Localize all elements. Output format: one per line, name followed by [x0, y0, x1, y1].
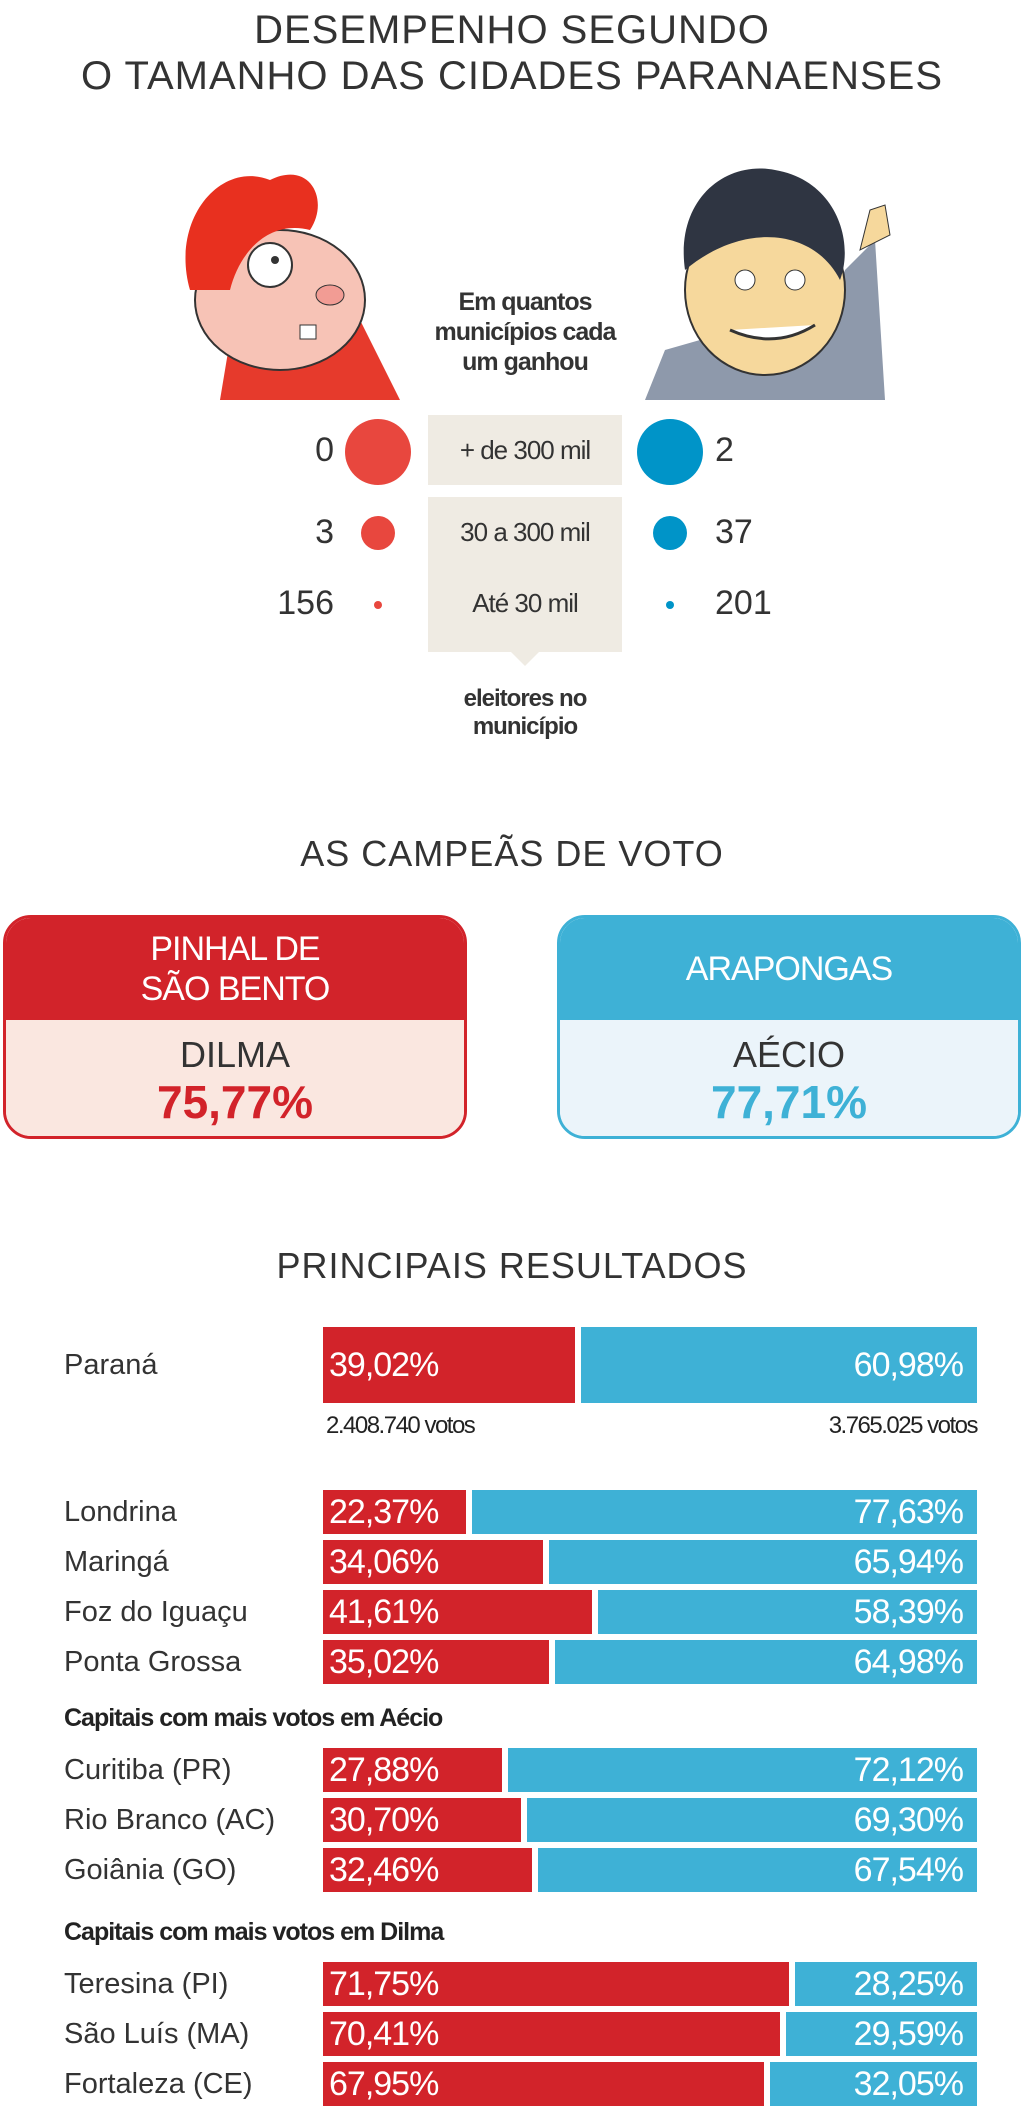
row-label: Maringá: [64, 1546, 169, 1578]
aecio-bar: 77,63%: [472, 1490, 977, 1534]
dilma-count-large: 0: [315, 431, 334, 469]
row-label: São Luís (MA): [64, 2018, 250, 2050]
dilma-bar: 71,75%: [323, 1962, 789, 2006]
aecio-champion-card: ARAPONGAS AÉCIO 77,71%: [557, 915, 1021, 1139]
candidate-name: DILMA: [179, 1034, 291, 1075]
dilma-votes: 2.408.740 votos: [326, 1412, 476, 1439]
category-small: Até 30 mil: [428, 567, 622, 652]
row-label: Rio Branco (AC): [64, 1804, 276, 1836]
aecio-bar: 65,94%: [549, 1540, 977, 1584]
row-label: Paraná: [64, 1349, 158, 1381]
pointer-arrow: [511, 652, 539, 666]
group-heading-aecio: Capitais com mais votos em Aécio: [64, 1704, 443, 1732]
aecio-bar: 69,30%: [527, 1798, 977, 1842]
row-label: Fortaleza (CE): [64, 2068, 253, 2100]
note-line: Em quantos: [458, 288, 592, 316]
aecio-bar: 60,98%: [581, 1327, 977, 1403]
footer-line: eleitores no: [463, 685, 588, 712]
candidate-name: AÉCIO: [732, 1034, 846, 1075]
aecio-bar: 64,98%: [555, 1640, 977, 1684]
results-title: PRINCIPAIS RESULTADOS: [276, 1245, 748, 1286]
category-medium: 30 a 300 mil: [428, 497, 622, 567]
dilma-dot-small: [374, 601, 382, 609]
champions-title: AS CAMPEÃS DE VOTO: [300, 833, 724, 874]
row-label: Foz do Iguaçu: [64, 1596, 248, 1628]
row-label: Teresina (PI): [64, 1968, 229, 2000]
dilma-dot-medium: [361, 516, 395, 550]
aecio-dot-large: [637, 419, 703, 485]
aecio-count-large: 2: [715, 431, 734, 469]
city-line: PINHAL DE: [150, 930, 320, 968]
dilma-bar: 39,02%: [323, 1327, 575, 1403]
aecio-caricature: [645, 168, 891, 400]
dilma-bar: 67,95%: [323, 2062, 764, 2106]
aecio-bar: 32,05%: [770, 2062, 977, 2106]
dilma-dot-large: [345, 419, 411, 485]
candidate-percent: 75,77%: [156, 1076, 313, 1128]
dilma-count-small: 156: [277, 584, 334, 622]
dilma-bar: 35,02%: [323, 1640, 549, 1684]
dilma-bar: 41,61%: [323, 1590, 592, 1634]
candidate-percent: 77,71%: [710, 1076, 867, 1128]
note-line: municípios cada: [434, 318, 617, 346]
dilma-count-medium: 3: [315, 513, 334, 551]
dilma-bar: 70,41%: [323, 2012, 780, 2056]
dilma-bar: 34,06%: [323, 1540, 543, 1584]
aecio-count-small: 201: [715, 584, 772, 622]
aecio-dot-medium: [653, 516, 687, 550]
row-label: Ponta Grossa: [64, 1646, 242, 1678]
aecio-dot-small: [666, 601, 674, 609]
dilma-bar: 30,70%: [323, 1798, 521, 1842]
group-heading-dilma: Capitais com mais votos em Dilma: [64, 1918, 444, 1946]
row-label: Curitiba (PR): [64, 1754, 232, 1786]
aecio-bar: 72,12%: [508, 1748, 977, 1792]
dilma-caricature: [185, 174, 400, 400]
dilma-bar: 32,46%: [323, 1848, 532, 1892]
city-line: SÃO BENTO: [140, 970, 331, 1008]
aecio-bar: 29,59%: [786, 2012, 977, 2056]
aecio-bar: 58,39%: [598, 1590, 977, 1634]
infographic-title-line1: DESEMPENHO SEGUNDO: [254, 8, 770, 52]
note-line: um ganhou: [462, 348, 589, 376]
aecio-bar: 67,54%: [538, 1848, 977, 1892]
infographic-title-line2: O TAMANHO DAS CIDADES PARANAENSES: [80, 54, 944, 98]
row-label: Londrina: [64, 1496, 177, 1528]
row-label: Goiânia (GO): [64, 1854, 237, 1886]
dilma-champion-card: PINHAL DE SÃO BENTO DILMA 75,77%: [3, 915, 467, 1139]
city-line: ARAPONGAS: [685, 950, 893, 988]
aecio-votes: 3.765.025 votos: [828, 1412, 979, 1439]
footer-line: município: [472, 713, 578, 740]
aecio-bar: 28,25%: [795, 1962, 977, 2006]
dilma-bar: 27,88%: [323, 1748, 502, 1792]
aecio-count-medium: 37: [715, 513, 753, 551]
dilma-bar: 22,37%: [323, 1490, 466, 1534]
category-large: + de 300 mil: [428, 415, 622, 485]
